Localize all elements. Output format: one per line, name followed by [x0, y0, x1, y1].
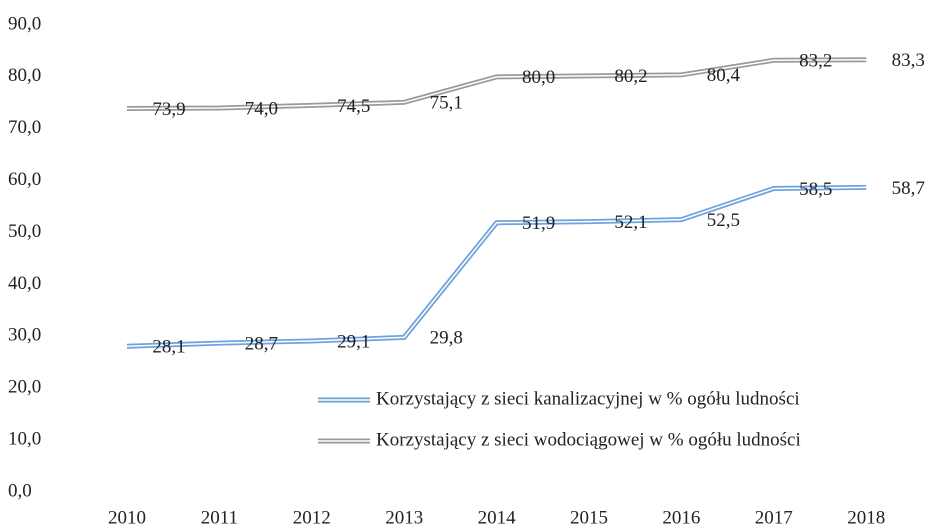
data-label: 28,7	[245, 333, 278, 354]
y-tick-label: 80,0	[8, 65, 41, 86]
y-tick-label: 30,0	[8, 325, 41, 346]
x-tick-label: 2012	[293, 507, 331, 528]
y-tick-label: 50,0	[8, 221, 41, 242]
x-tick-label: 2018	[847, 507, 885, 528]
data-label: 83,2	[799, 51, 832, 72]
data-label: 29,1	[337, 331, 370, 352]
y-tick-label: 0,0	[8, 480, 32, 501]
x-tick-label: 2011	[201, 507, 238, 528]
x-tick-label: 2013	[385, 507, 423, 528]
data-label: 58,5	[799, 179, 832, 200]
data-label: 51,9	[522, 213, 555, 234]
data-label: 75,1	[430, 93, 463, 114]
y-tick-label: 60,0	[8, 169, 41, 190]
data-label: 80,2	[614, 66, 647, 87]
data-label: 74,0	[245, 98, 278, 119]
y-tick-label: 70,0	[8, 117, 41, 138]
series-line-inner	[126, 186, 867, 347]
data-label: 80,4	[707, 65, 741, 86]
data-label: 74,5	[337, 96, 370, 117]
legend-label: Korzystający z sieci wodociągowej w % og…	[376, 429, 801, 450]
series-line	[126, 57, 867, 112]
x-tick-label: 2015	[570, 507, 608, 528]
data-label: 29,8	[430, 328, 463, 349]
data-label: 28,1	[152, 337, 185, 358]
y-tick-label: 40,0	[8, 273, 41, 294]
series-line-inner	[126, 59, 867, 110]
data-label: 83,3	[892, 50, 925, 71]
data-label: 52,1	[614, 212, 647, 233]
y-tick-label: 10,0	[8, 428, 41, 449]
x-tick-label: 2017	[755, 507, 793, 528]
x-tick-label: 2014	[478, 507, 517, 528]
x-tick-label: 2016	[662, 507, 700, 528]
data-label: 73,9	[152, 99, 185, 120]
data-label: 52,5	[707, 210, 740, 231]
y-tick-label: 20,0	[8, 377, 41, 398]
x-tick-label: 2010	[108, 507, 146, 528]
legend-label: Korzystający z sieci kanalizacyjnej w % …	[376, 388, 800, 409]
data-label: 58,7	[892, 178, 925, 199]
data-label: 80,0	[522, 67, 555, 88]
series-line	[126, 184, 867, 349]
y-tick-label: 90,0	[8, 13, 41, 34]
